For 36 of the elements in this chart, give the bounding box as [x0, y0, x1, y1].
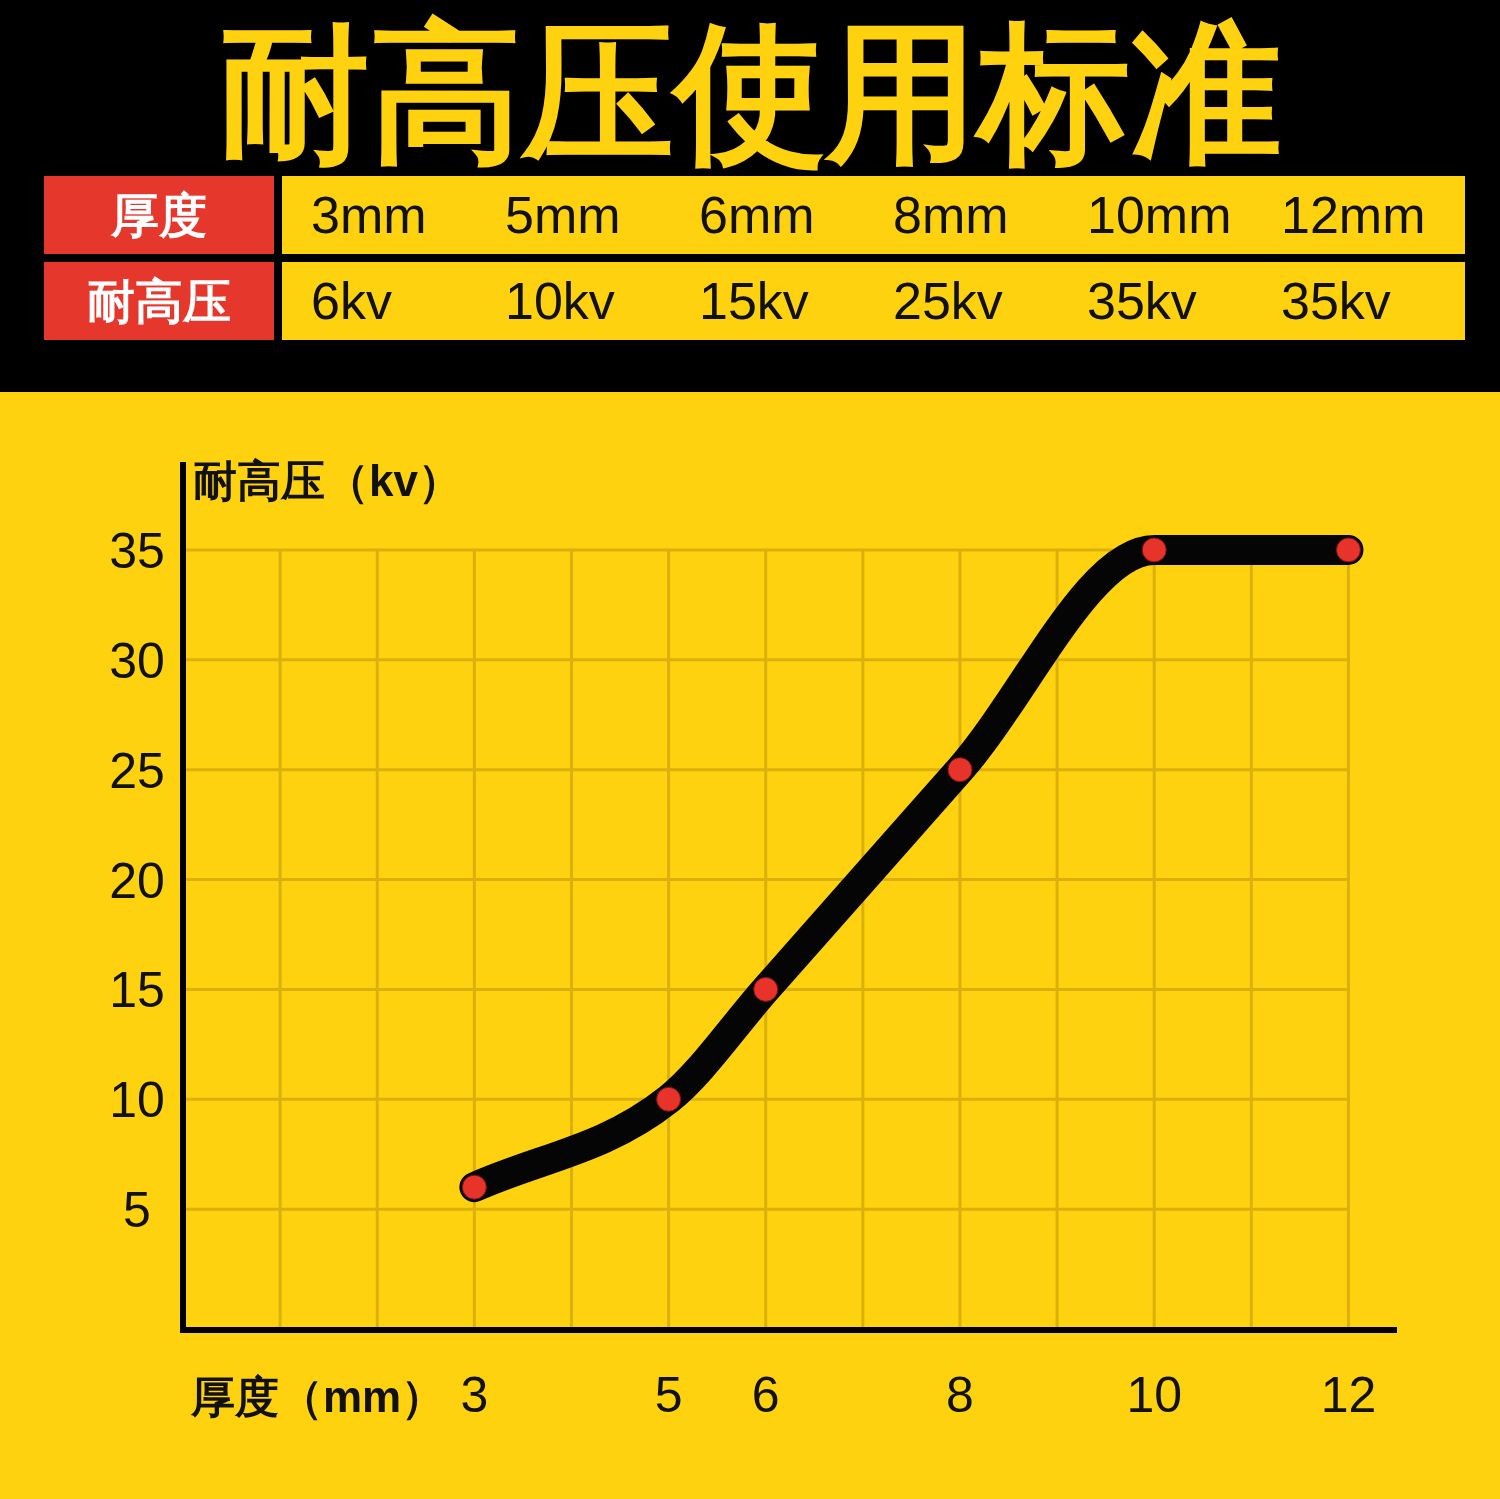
- x-axis-title: 厚度（mm）: [190, 1372, 446, 1421]
- y-tick-label: 20: [109, 852, 165, 909]
- x-tick-label: 10: [1126, 1367, 1183, 1423]
- text: 8mm: [893, 186, 1009, 244]
- y-tick-label: 5: [123, 1182, 151, 1239]
- point: [947, 757, 973, 783]
- x-tick-label: 12: [1320, 1367, 1377, 1423]
- text: 12mm: [1281, 186, 1426, 244]
- text: 10mm: [1087, 186, 1232, 244]
- text: 35kv: [1087, 272, 1197, 330]
- y-axis-title: 耐高压（kv）: [193, 456, 462, 505]
- y-tick-label: 10: [109, 1072, 165, 1129]
- point: [656, 1086, 682, 1112]
- text: 10kv: [505, 272, 615, 330]
- x-tick-label: 5: [654, 1367, 683, 1423]
- point: [461, 1174, 487, 1200]
- x-tick-label: 3: [460, 1367, 489, 1423]
- chart-title: 耐高压使用标准: [218, 8, 1282, 178]
- text: 25kv: [893, 272, 1003, 330]
- text: 5mm: [505, 186, 621, 244]
- y-tick-label: 25: [109, 742, 165, 799]
- y-tick-label: 15: [109, 962, 165, 1019]
- x-tick-label: 6: [751, 1367, 780, 1423]
- x-tick-label: 8: [946, 1367, 974, 1423]
- text: 3mm: [311, 186, 427, 244]
- point: [1335, 537, 1361, 563]
- text: 厚度: [110, 189, 207, 242]
- text: 35kv: [1281, 272, 1391, 330]
- text: 15kv: [699, 272, 809, 330]
- point: [1141, 537, 1167, 563]
- text: 6mm: [699, 186, 815, 244]
- text: 耐高压: [87, 275, 231, 328]
- point: [753, 976, 779, 1002]
- y-tick-label: 30: [109, 632, 165, 689]
- text: 6kv: [311, 272, 392, 330]
- y-tick-label: 35: [109, 522, 165, 579]
